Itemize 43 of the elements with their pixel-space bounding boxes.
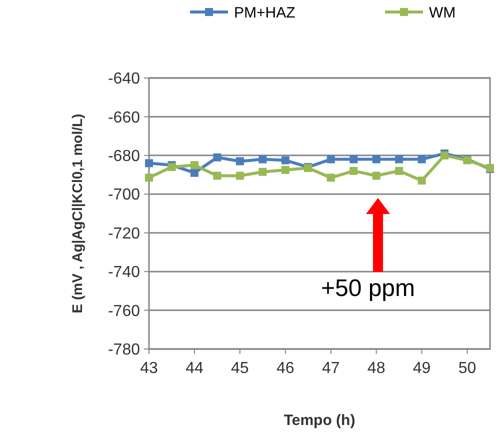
point bbox=[372, 155, 380, 164]
annotation: +50 ppm bbox=[320, 275, 416, 302]
point bbox=[236, 172, 244, 180]
x-axis-title: Tempo (h) bbox=[284, 412, 356, 429]
legend-label: PM+HAZ bbox=[234, 4, 296, 22]
y-tick-label: -780 bbox=[108, 342, 140, 359]
point bbox=[418, 155, 426, 164]
y-tick-label: -680 bbox=[108, 148, 140, 166]
point bbox=[418, 176, 426, 185]
point bbox=[281, 166, 290, 174]
x-tick-label: 47 bbox=[322, 360, 340, 377]
point bbox=[190, 161, 198, 170]
y-tick-label: -660 bbox=[108, 109, 140, 126]
point bbox=[281, 156, 290, 164]
y-tick-label: -720 bbox=[108, 225, 140, 242]
x-tick-label: 48 bbox=[367, 360, 386, 377]
x-tick-label: 45 bbox=[231, 360, 249, 377]
y-tick-label: -760 bbox=[108, 302, 140, 320]
x-tick-label: 50 bbox=[458, 360, 476, 377]
y-tick-label: -640 bbox=[108, 70, 140, 88]
point bbox=[145, 174, 153, 182]
x-tick-label: 49 bbox=[412, 360, 431, 377]
x-tick-label: 44 bbox=[186, 360, 204, 377]
y-tick-label: -740 bbox=[108, 264, 140, 282]
point bbox=[350, 155, 358, 164]
point bbox=[395, 166, 404, 175]
point bbox=[326, 155, 335, 164]
point bbox=[190, 168, 198, 177]
y-axis-title: E (mV , Ag|AgCl|KCl0,1 mol/L) bbox=[69, 114, 86, 314]
point bbox=[258, 155, 267, 164]
point bbox=[213, 172, 222, 180]
point bbox=[213, 153, 222, 162]
x-tick-label: 43 bbox=[140, 360, 158, 377]
y-tick-label: -700 bbox=[108, 186, 140, 204]
point bbox=[145, 159, 153, 168]
point bbox=[395, 155, 404, 164]
legend-label: WM bbox=[429, 4, 456, 22]
point bbox=[326, 174, 335, 182]
point bbox=[372, 172, 380, 180]
point bbox=[258, 168, 267, 176]
point bbox=[236, 157, 244, 166]
x-tick-label: 46 bbox=[276, 360, 294, 377]
point bbox=[350, 166, 358, 175]
